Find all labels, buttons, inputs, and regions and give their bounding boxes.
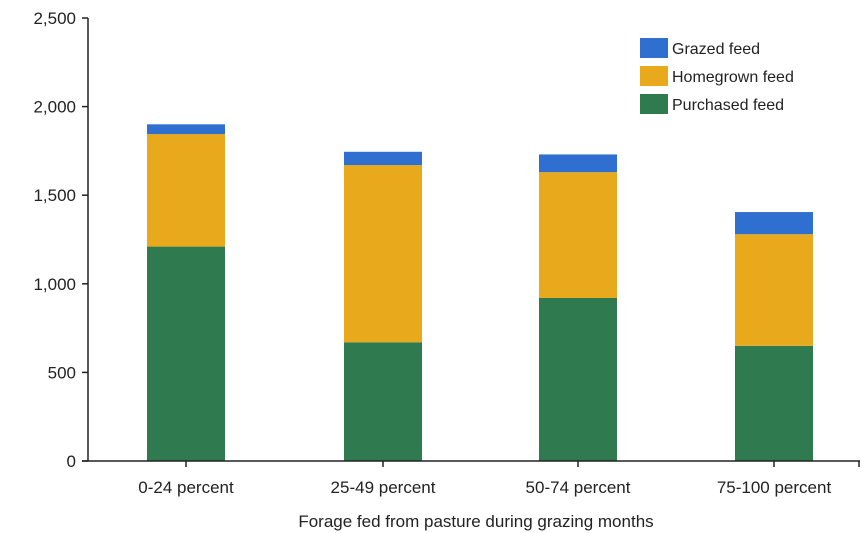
y-tick-label: 2,000 <box>33 98 76 117</box>
x-tick-label: 50-74 percent <box>526 478 631 497</box>
bar-segment-homegrown-feed <box>344 165 422 343</box>
bar-segment-homegrown-feed <box>735 234 813 346</box>
legend-label: Purchased feed <box>672 97 784 114</box>
legend-label: Homegrown feed <box>672 69 794 86</box>
bar-segment-grazed-feed <box>344 151 422 166</box>
legend: Grazed feed Homegrown feed Purchased feed <box>640 38 794 114</box>
bar-segment-grazed-feed <box>147 124 225 135</box>
legend-label: Grazed feed <box>672 41 760 58</box>
bars <box>147 124 813 461</box>
y-tick-label: 0 <box>67 452 76 471</box>
legend-swatch <box>640 94 668 114</box>
bar-segment-homegrown-feed <box>539 172 617 298</box>
bar-segment-purchased-feed <box>539 297 617 461</box>
y-axis: 0 500 1,000 1,500 2,000 2,500 <box>33 9 89 471</box>
y-tick-label: 2,500 <box>33 9 76 28</box>
y-tick-label: 1,500 <box>33 186 76 205</box>
legend-swatch <box>640 38 668 58</box>
y-tick-label: 1,000 <box>33 275 76 294</box>
x-tick-label: 75-100 percent <box>717 478 832 497</box>
x-axis-title: Forage fed from pasture during grazing m… <box>298 512 653 531</box>
bar-segment-grazed-feed <box>539 154 617 173</box>
bar-segment-grazed-feed <box>735 212 813 235</box>
x-axis: 0-24 percent 25-49 percent 50-74 percent 75… <box>82 460 860 497</box>
x-tick-label: 25-49 percent <box>331 478 436 497</box>
bar-segment-purchased-feed <box>735 345 813 461</box>
bar-segment-purchased-feed <box>344 342 422 461</box>
bar-segment-homegrown-feed <box>147 134 225 247</box>
bar-segment-purchased-feed <box>147 246 225 461</box>
x-tick-label: 0-24 percent <box>138 478 234 497</box>
y-tick-label: 500 <box>48 363 76 382</box>
legend-swatch <box>640 66 668 86</box>
